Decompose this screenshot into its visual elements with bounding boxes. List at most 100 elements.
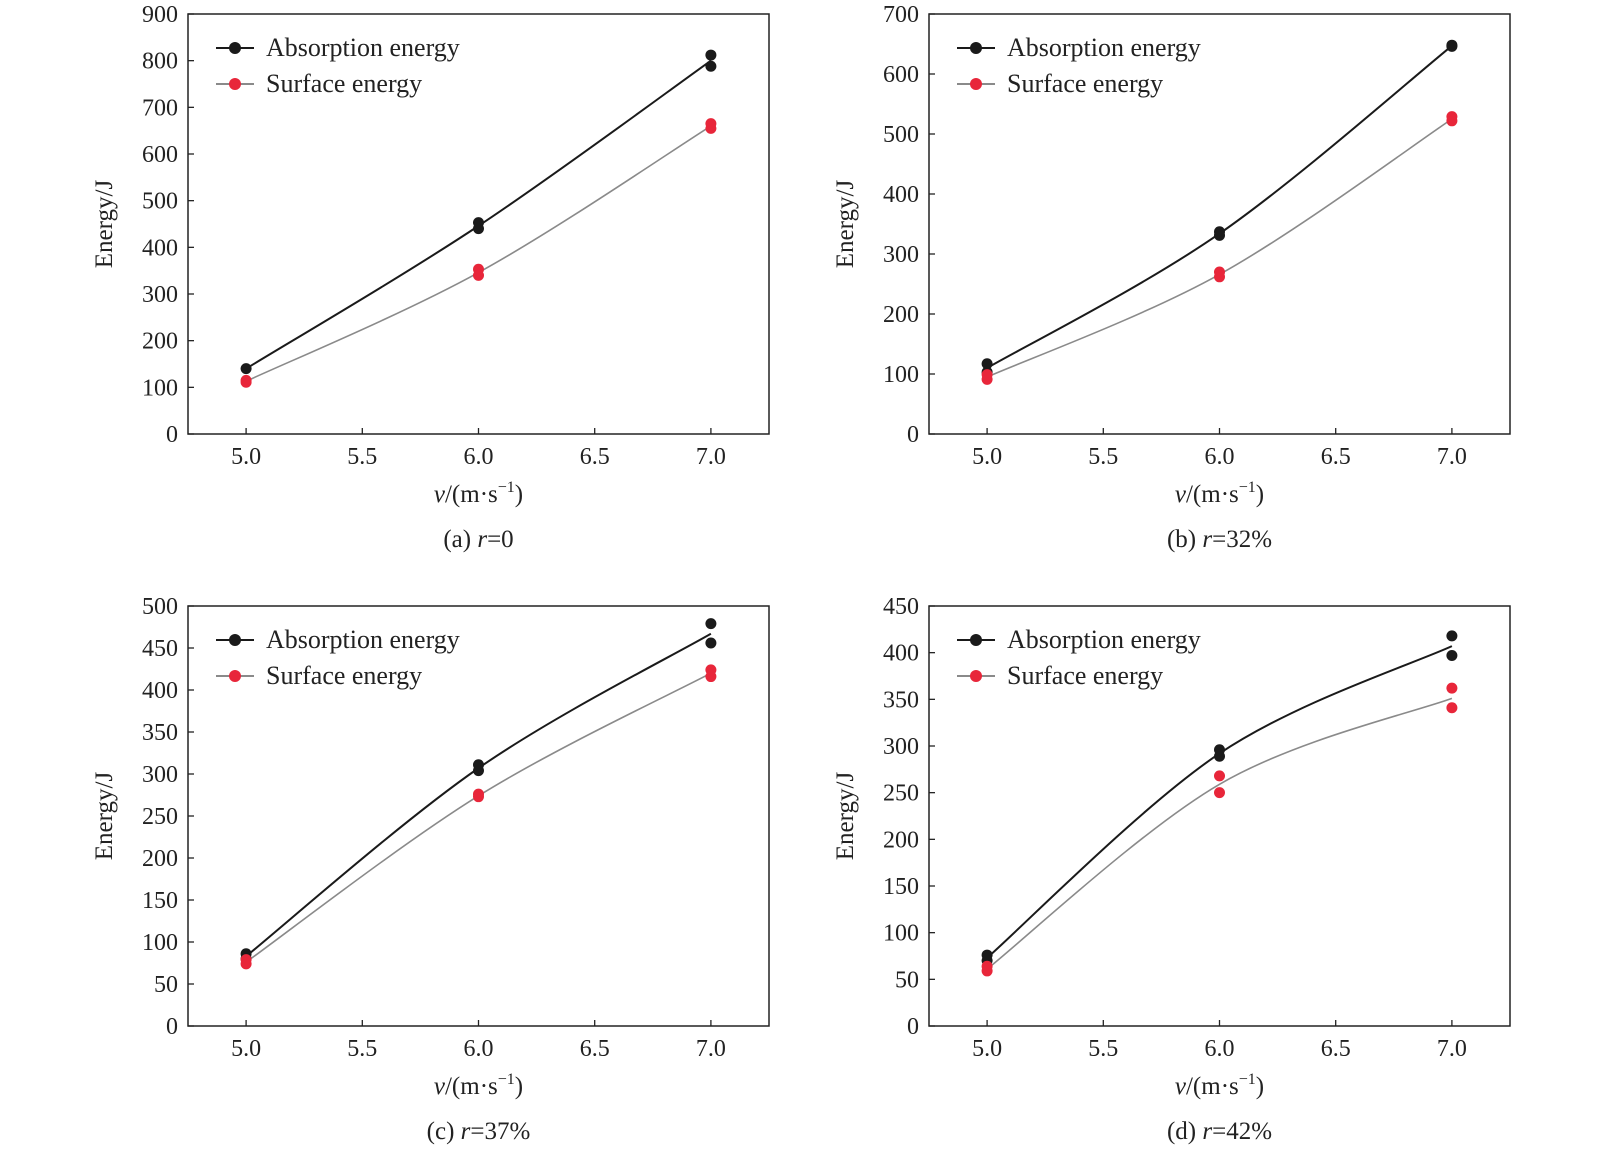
data-point-absorption <box>473 765 484 777</box>
legend-label-surface: Surface energy <box>1007 69 1163 98</box>
y-tick-label: 300 <box>883 734 919 760</box>
data-point-surface <box>473 269 484 281</box>
data-point-absorption <box>705 637 717 649</box>
x-axis-label-close: ) <box>1256 1073 1264 1100</box>
legend-label-surface: Surface energy <box>266 661 422 690</box>
legend-marker-absorption <box>970 42 982 54</box>
data-point-absorption <box>981 358 993 370</box>
x-tick-label: 5.5 <box>347 444 377 470</box>
chart-panel-b: 0 100 200 300 400 500 600 700 5.0 5.5 6.0 6.5 7.0 v/(… <box>832 2 1511 553</box>
legend-label-absorption: Absorption energy <box>266 625 460 654</box>
y-tick-label: 300 <box>142 762 178 788</box>
panel-caption-var: r <box>1202 1118 1212 1145</box>
y-tick-label: 100 <box>142 930 178 956</box>
data-point-absorption <box>1446 630 1458 642</box>
legend-marker-absorption <box>970 634 982 646</box>
y-tick-label: 0 <box>166 422 178 448</box>
panel-caption-prefix: (a) <box>443 526 477 553</box>
y-tick-label: 350 <box>142 720 178 746</box>
data-point-surface <box>240 376 252 388</box>
y-axis-label: Energy/J <box>91 180 118 269</box>
data-point-surface <box>1214 271 1225 283</box>
panel-caption: (d) r=42% <box>1167 1118 1272 1145</box>
chart-panel-a: 0 100 200 300 400 500 600 700 800 900 5.0 5.5 6.0 6.5… <box>91 2 770 553</box>
y-tick-label: 300 <box>883 242 919 268</box>
y-tick-label: 350 <box>883 687 919 713</box>
y-tick-label: 100 <box>883 921 919 947</box>
y-axis-label: Energy/J <box>832 180 859 269</box>
y-tick-label: 400 <box>883 182 919 208</box>
y-tick-label: 450 <box>142 636 178 662</box>
legend-marker-surface <box>970 78 982 90</box>
y-tick-label: 200 <box>883 302 919 328</box>
y-tick-label: 500 <box>142 189 178 215</box>
chart-panel-d: 0 50 100 150 200 250 300 350 400 450 5.0 5.5 6.0 6.5 7… <box>832 594 1511 1145</box>
x-axis-label: v/(m·s−1) <box>1175 1071 1264 1100</box>
data-point-surface <box>1446 115 1458 127</box>
y-tick-label: 0 <box>907 422 919 448</box>
y-tick-label: 400 <box>142 235 178 261</box>
y-tick-label: 100 <box>883 362 919 388</box>
data-point-surface <box>1214 770 1225 782</box>
x-tick-label: 6.0 <box>1205 444 1235 470</box>
x-axis-label-exp: −1 <box>498 1071 515 1088</box>
y-tick-label: 400 <box>883 641 919 667</box>
legend-label-absorption: Absorption energy <box>266 33 460 62</box>
data-point-surface <box>473 791 484 803</box>
x-axis-label: v/(m·s−1) <box>434 479 523 508</box>
data-point-surface <box>1446 682 1458 694</box>
y-axis-label: Energy/J <box>91 772 118 861</box>
legend-marker-absorption <box>229 42 241 54</box>
data-point-absorption <box>240 363 252 375</box>
series-line-surface <box>245 672 712 963</box>
x-tick-label: 6.5 <box>1321 1036 1351 1062</box>
y-tick-label: 150 <box>142 888 178 914</box>
panel-caption: (c) r=37% <box>427 1118 531 1145</box>
series-line-absorption <box>986 645 1453 959</box>
x-tick-label: 6.5 <box>1321 444 1351 470</box>
panel-caption-suffix: =32% <box>1212 526 1272 553</box>
x-tick-label: 6.0 <box>1205 1036 1235 1062</box>
y-tick-label: 450 <box>883 594 919 620</box>
series-line-surface <box>986 697 1453 970</box>
y-tick-label: 500 <box>883 122 919 148</box>
y-tick-label: 50 <box>895 967 919 993</box>
x-tick-label: 7.0 <box>696 1036 726 1062</box>
y-tick-label: 300 <box>142 282 178 308</box>
chart-panel-c: 0 50 100 150 200 250 300 350 400 450 500 5.0 5.5 6.0 6… <box>91 594 770 1145</box>
x-axis-label-exp: −1 <box>498 479 515 496</box>
data-point-absorption <box>705 618 717 630</box>
x-axis-label-var: v <box>434 481 446 508</box>
legend-label-surface: Surface energy <box>266 69 422 98</box>
x-axis-label-unit: /(m·s <box>1186 1073 1239 1100</box>
y-tick-label: 700 <box>142 95 178 121</box>
panel-caption: (b) r=32% <box>1167 526 1272 553</box>
x-tick-label: 5.5 <box>1088 1036 1118 1062</box>
panel-caption: (a) r=0 <box>443 526 513 553</box>
x-tick-label: 6.0 <box>464 1036 494 1062</box>
series-line-surface <box>245 125 712 382</box>
data-point-surface <box>1446 702 1458 714</box>
x-tick-label: 5.0 <box>231 444 261 470</box>
y-tick-label: 0 <box>907 1014 919 1040</box>
legend-label-absorption: Absorption energy <box>1007 625 1201 654</box>
x-tick-label: 7.0 <box>696 444 726 470</box>
legend-marker-surface <box>970 670 982 682</box>
panel-caption-suffix: =37% <box>470 1118 530 1145</box>
legend-marker-surface <box>229 78 241 90</box>
x-tick-label: 6.5 <box>580 444 610 470</box>
series-line-absorption <box>245 59 712 370</box>
panel-caption-var: r <box>1202 526 1212 553</box>
panel-caption-prefix: (d) <box>1167 1118 1202 1145</box>
x-axis-label-unit: /(m·s <box>445 1073 498 1100</box>
x-axis-label-close: ) <box>515 481 523 508</box>
y-tick-label: 900 <box>142 2 178 28</box>
x-axis-label-close: ) <box>1256 481 1264 508</box>
x-axis-label-close: ) <box>515 1073 523 1100</box>
y-tick-label: 0 <box>166 1014 178 1040</box>
y-tick-label: 700 <box>883 2 919 28</box>
x-tick-label: 7.0 <box>1437 1036 1467 1062</box>
panel-caption-suffix: =0 <box>487 526 514 553</box>
y-tick-label: 600 <box>142 142 178 168</box>
